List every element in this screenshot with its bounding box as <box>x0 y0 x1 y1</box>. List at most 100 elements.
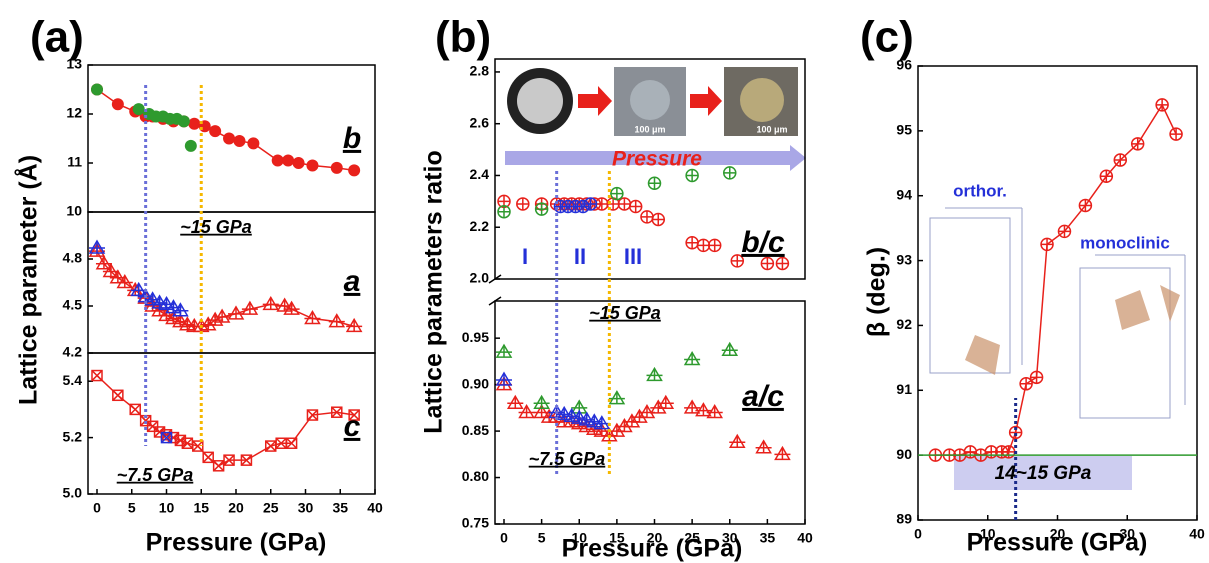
figure: (a)Lattice parameter (Å)Pressure (GPa)05… <box>0 0 1209 563</box>
marker-shape <box>133 103 145 115</box>
y-tick-label: 92 <box>896 316 912 332</box>
data-point <box>729 435 745 447</box>
data-point <box>89 241 105 253</box>
data-point <box>536 203 548 215</box>
data-point <box>1132 138 1144 150</box>
x-tick-label: 0 <box>914 526 922 542</box>
y-axis-title: Lattice parameter (Å) <box>14 155 43 405</box>
data-point <box>284 302 300 314</box>
y-tick-label: 0.95 <box>462 329 489 345</box>
x-tick-label: 10 <box>980 526 996 542</box>
y-tick-label: 13 <box>66 56 82 72</box>
y-tick-label: 2.0 <box>470 270 490 286</box>
gasket-hole <box>517 78 563 124</box>
data-point <box>686 169 698 181</box>
data-point <box>1156 99 1168 111</box>
y-tick-label: 4.2 <box>63 344 83 360</box>
marker-shape <box>92 371 102 381</box>
data-point <box>209 125 221 137</box>
data-point <box>649 177 661 189</box>
x-tick-label: 40 <box>797 530 813 546</box>
data-point <box>686 237 698 249</box>
data-point <box>188 118 200 130</box>
data-point <box>652 213 664 225</box>
annotation: monoclinic <box>1080 233 1170 252</box>
annotation: ~7.5 GPa <box>529 449 606 469</box>
x-tick-label: 35 <box>332 500 348 516</box>
x-tick-label: 20 <box>647 530 663 546</box>
marker-shape <box>130 404 140 414</box>
y-tick-label: 95 <box>896 122 912 138</box>
data-point <box>761 257 773 269</box>
data-point <box>630 201 642 213</box>
panel-label: (c) <box>860 13 914 62</box>
crystal-monoclinic <box>1080 255 1185 418</box>
data-point <box>1031 371 1043 383</box>
data-point <box>263 297 279 309</box>
annotation: orthor. <box>953 181 1007 200</box>
data-point <box>709 239 721 251</box>
annotation: 100 μm <box>634 124 665 134</box>
marker-shape <box>188 118 200 130</box>
data-point <box>304 312 320 324</box>
x-tick-label: 5 <box>538 530 546 546</box>
y-tick-label: 2.8 <box>470 63 490 79</box>
marker-shape <box>209 125 221 137</box>
x-tick-label: 5 <box>128 500 136 516</box>
x-tick-label: 20 <box>228 500 244 516</box>
x-axis-title: Pressure (GPa) <box>146 529 327 557</box>
arrow <box>690 86 722 116</box>
data-point <box>609 392 625 404</box>
y-tick-label: 96 <box>896 57 912 73</box>
data-point <box>585 198 597 210</box>
data-point <box>722 343 738 355</box>
y-axis-title: Lattice parameters ratio <box>420 150 448 433</box>
y-tick-label: 12 <box>66 105 82 121</box>
y-tick-label: 0.90 <box>462 375 489 391</box>
y-tick-label: 93 <box>896 251 912 267</box>
x-tick-label: 30 <box>298 500 314 516</box>
y-axis-title: β (deg.) <box>863 247 891 337</box>
y-tick-label: 10 <box>66 203 82 219</box>
data-point <box>193 441 203 451</box>
data-point <box>203 452 213 462</box>
data-point <box>306 159 318 171</box>
annotation: a/c <box>742 380 784 413</box>
marker-shape <box>178 115 190 127</box>
cell <box>1080 268 1170 418</box>
marker-shape <box>348 164 360 176</box>
data-point <box>92 371 102 381</box>
data-point <box>776 257 788 269</box>
data-point <box>1100 170 1112 182</box>
data-point <box>266 441 276 451</box>
data-point <box>756 441 772 453</box>
data-point <box>272 155 284 167</box>
data-point <box>647 368 663 380</box>
data-point <box>130 404 140 414</box>
data-point <box>684 353 700 365</box>
y-tick-label: 4.8 <box>63 250 83 266</box>
data-point <box>1079 199 1091 211</box>
y-tick-label: 2.2 <box>470 218 490 234</box>
annotation: II <box>574 244 586 269</box>
data-point <box>178 115 190 127</box>
y-tick-label: 89 <box>896 511 912 527</box>
marker-shape <box>282 155 294 167</box>
x-tick-label: 25 <box>684 530 700 546</box>
data-point <box>172 304 188 316</box>
marker-shape <box>113 390 123 400</box>
y-tick-label: 94 <box>896 186 912 202</box>
x-tick-label: 15 <box>193 500 209 516</box>
data-point <box>282 155 294 167</box>
annotation: c <box>344 410 361 443</box>
data-point <box>1058 225 1070 237</box>
data-point <box>1170 128 1182 140</box>
marker-shape <box>247 137 259 149</box>
y-tick-label: 91 <box>896 381 912 397</box>
data-point <box>331 162 343 174</box>
x-tick-label: 15 <box>609 530 625 546</box>
data-point <box>707 406 723 418</box>
x-tick-label: 0 <box>93 500 101 516</box>
y-tick-label: 5.4 <box>63 372 83 388</box>
x-tick-label: 0 <box>500 530 508 546</box>
